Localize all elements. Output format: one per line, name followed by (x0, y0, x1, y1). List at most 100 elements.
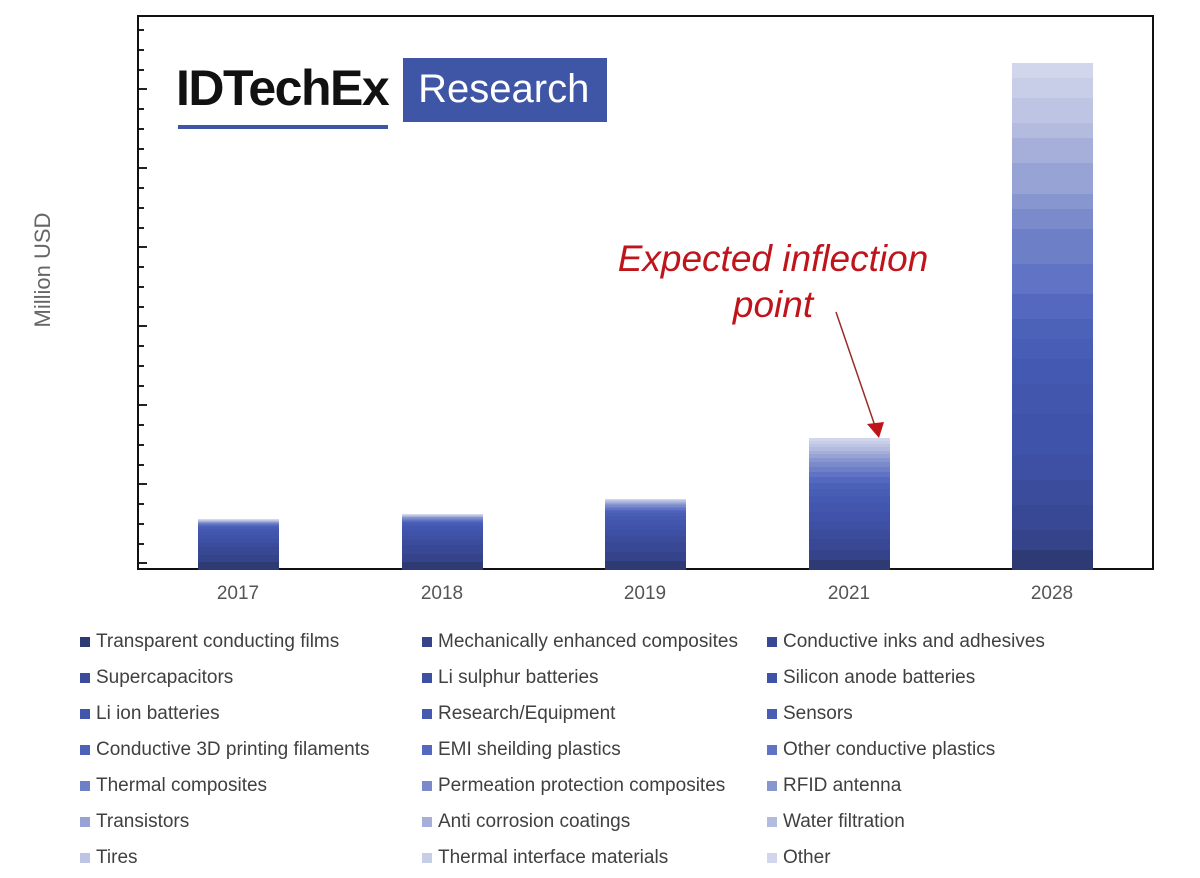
legend-item: Silicon anode batteries (767, 660, 1087, 696)
y-tick (139, 424, 144, 426)
legend-label: Supercapacitors (96, 667, 234, 688)
legend-label: Research/Equipment (438, 703, 616, 724)
y-tick (139, 463, 144, 466)
legend-label: Anti corrosion coatings (438, 811, 631, 832)
legend-label: Sensors (783, 703, 853, 724)
annotation-line-1: Expected inflection (617, 238, 929, 279)
bar-segment (1012, 479, 1093, 505)
bar-segment (1012, 263, 1093, 294)
bar-segment (198, 542, 279, 548)
bar-segment (402, 524, 483, 528)
x-tick-label: 2019 (623, 583, 667, 604)
legend-swatch-icon (80, 709, 90, 719)
bar-segment (605, 506, 686, 509)
legend-swatch-icon (80, 673, 90, 683)
y-tick (139, 285, 144, 288)
inflection-annotation: Expected inflection point (598, 236, 948, 328)
y-tick (139, 522, 144, 525)
bar-2028 (1012, 63, 1093, 570)
y-tick (139, 167, 147, 170)
y-tick (139, 443, 144, 446)
legend-swatch-icon (767, 817, 777, 827)
legend-swatch-icon (422, 709, 432, 719)
legend-label: Tires (96, 847, 138, 868)
bar-segment (809, 462, 890, 468)
logo-brand: IDTechEx (176, 59, 390, 129)
y-tick (139, 68, 144, 71)
bar-segment (605, 516, 686, 520)
legend-item: Research/Equipment (422, 696, 767, 732)
bar-segment (809, 549, 890, 560)
legend-label: Li ion batteries (96, 703, 220, 724)
bar-segment (198, 531, 279, 535)
bar-2018 (402, 514, 483, 570)
bar-segment (198, 519, 279, 521)
legend-label: RFID antenna (783, 775, 902, 796)
bar-2021 (809, 438, 890, 570)
legend-item: Mechanically enhanced composites (422, 624, 767, 660)
legend-item: Other conductive plastics (767, 732, 1087, 768)
bar-segment (605, 542, 686, 552)
bar-segment (605, 499, 686, 501)
legend-item: Li sulphur batteries (422, 660, 767, 696)
bar-segment (1012, 504, 1093, 530)
bar-segment (809, 444, 890, 448)
bar-segment (809, 530, 890, 540)
bar-segment (605, 524, 686, 531)
bar-segment (809, 559, 890, 570)
bar-segment (198, 528, 279, 532)
bar-segment (402, 514, 483, 516)
legend-swatch-icon (422, 853, 432, 863)
legend-label: Thermal interface materials (438, 847, 669, 868)
bar-segment (605, 519, 686, 525)
bar-segment (1012, 549, 1093, 570)
bar-segment (809, 496, 890, 504)
bar-segment (809, 472, 890, 478)
bar-segment (198, 562, 279, 570)
bar-segment (605, 560, 686, 570)
y-tick (139, 266, 144, 268)
bar-segment (402, 531, 483, 536)
bar-segment (198, 519, 279, 520)
bar-segment (402, 561, 483, 570)
bar-segment (198, 522, 279, 524)
legend-item: Tires (80, 840, 422, 876)
legend-item: Transistors (80, 804, 422, 840)
legend-label: Thermal composites (96, 775, 268, 796)
legend-item: Conductive inks and adhesives (767, 624, 1087, 660)
bar-segment (605, 536, 686, 543)
x-tick-label: 2018 (420, 583, 464, 604)
bar-segment (402, 523, 483, 525)
legend-item: Permeation protection composites (422, 768, 767, 804)
legend-label: Permeation protection composites (438, 775, 726, 796)
legend-swatch-icon (422, 637, 432, 647)
bar-2017 (198, 519, 279, 570)
bar-segment (605, 511, 686, 514)
bar-segment (809, 458, 890, 463)
bar-segment (809, 503, 890, 512)
legend-label: Conductive 3D printing filaments (96, 739, 370, 760)
logo-badge: Research (403, 58, 608, 122)
bar-segment (402, 553, 483, 562)
bar-2019 (605, 499, 686, 570)
legend-item: Conductive 3D printing filaments (80, 732, 422, 768)
y-tick (139, 404, 147, 407)
legend-item: RFID antenna (767, 768, 1087, 804)
y-tick (139, 325, 147, 328)
bar-segment (402, 514, 483, 515)
legend-item: Anti corrosion coatings (422, 804, 767, 840)
y-tick (139, 562, 147, 565)
y-tick (139, 305, 144, 308)
bar-segment (1012, 529, 1093, 550)
bar-segment (605, 509, 686, 512)
legend-label: Conductive inks and adhesives (783, 631, 1045, 652)
legend-label: Transistors (96, 811, 190, 832)
x-tick-label: 2017 (216, 583, 260, 604)
y-tick (139, 246, 147, 249)
bar-segment (1012, 98, 1093, 124)
y-tick (139, 503, 144, 505)
y-tick (139, 226, 144, 229)
bar-segment (198, 524, 279, 526)
legend-swatch-icon (80, 853, 90, 863)
bar-segment (198, 521, 279, 522)
